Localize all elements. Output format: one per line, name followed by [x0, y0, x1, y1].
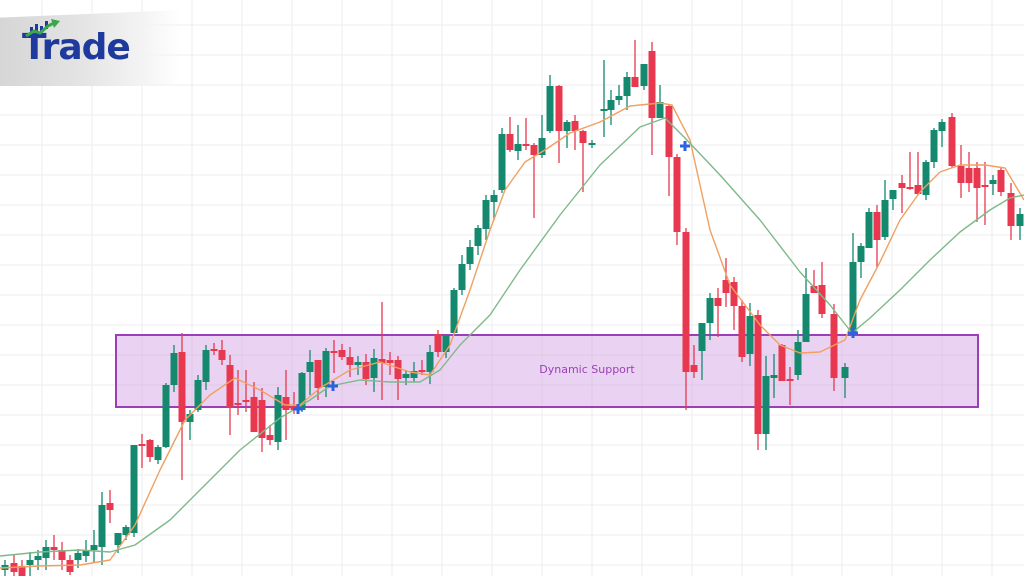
logo-banner [0, 10, 180, 86]
crossover-markers [293, 141, 858, 414]
candles [1, 40, 1024, 576]
chart-arrow-icon [25, 19, 60, 38]
zone-label: Dynamic Support [539, 363, 635, 376]
moving-averages [0, 102, 1024, 569]
brand-logo: Trade [22, 19, 131, 68]
